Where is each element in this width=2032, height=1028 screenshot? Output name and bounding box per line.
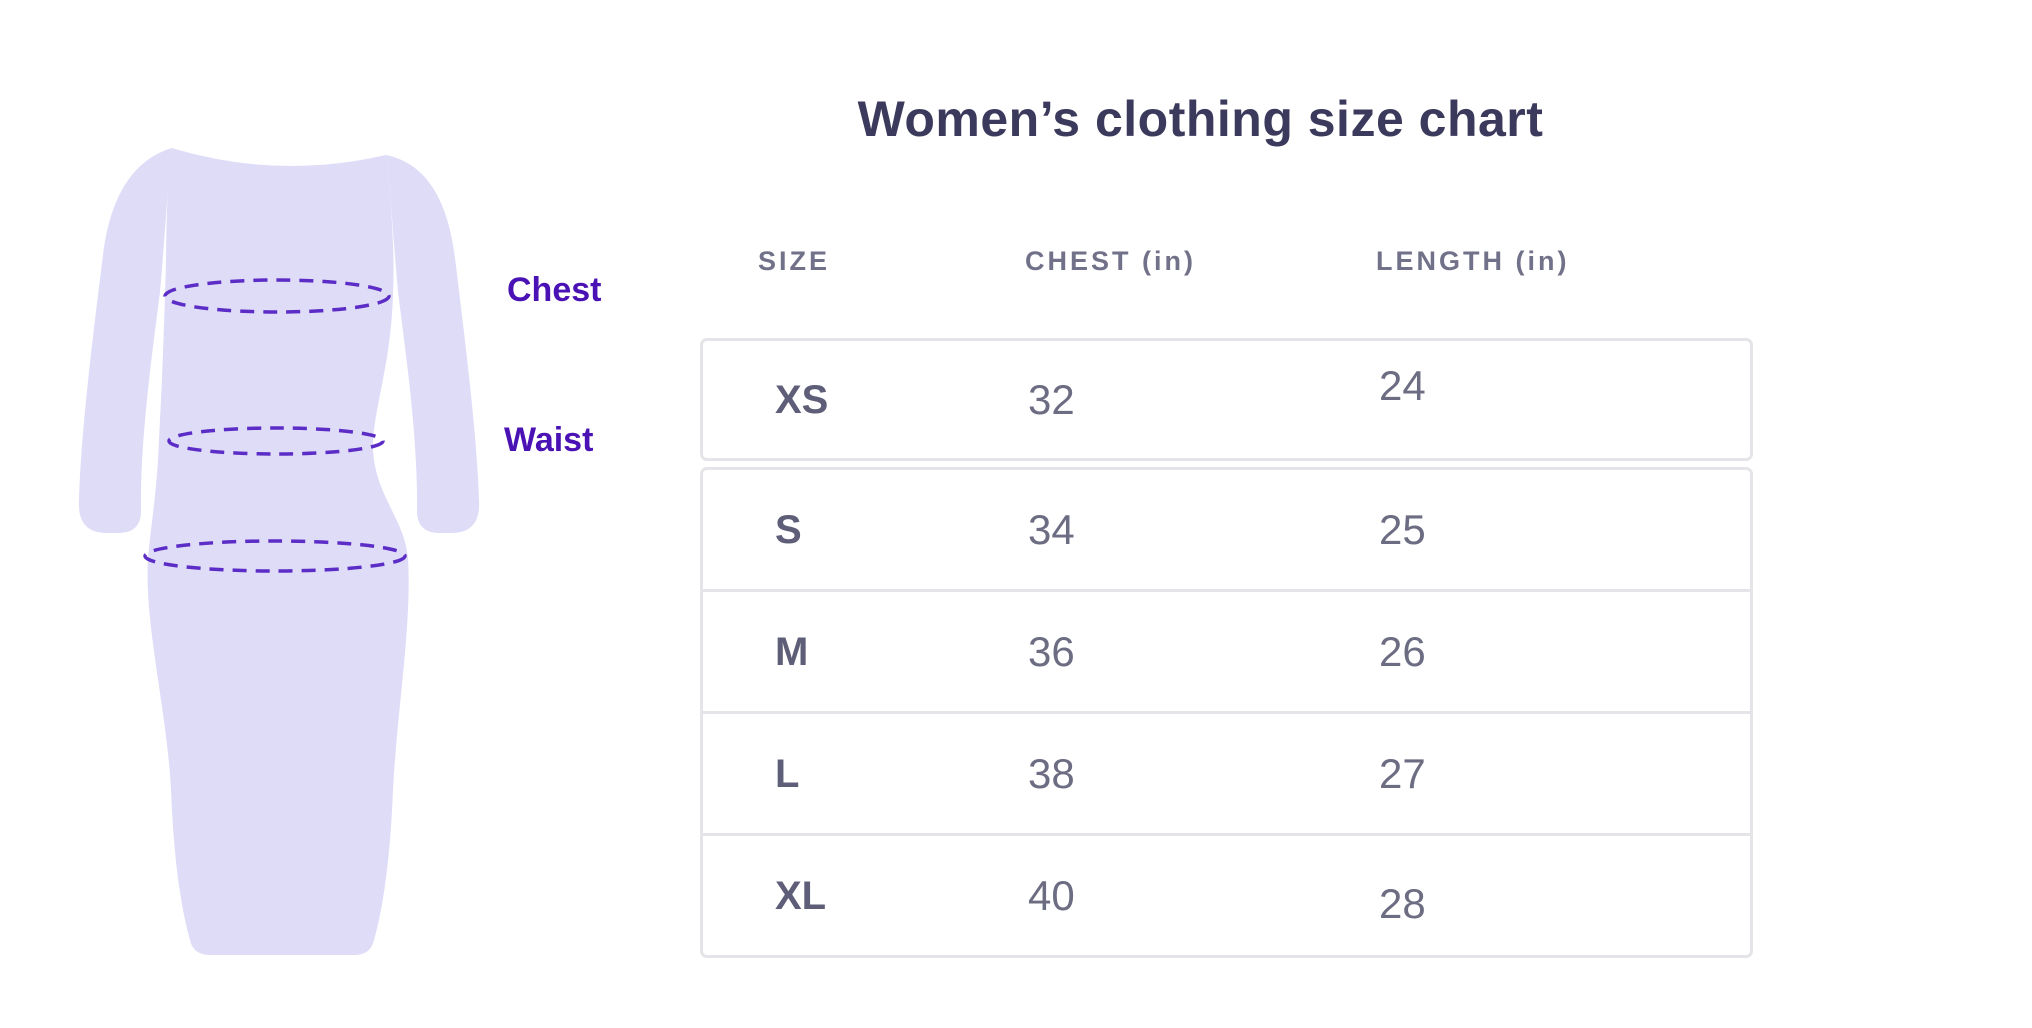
cell-chest: 34: [1028, 505, 1075, 553]
table-row: M 36 26: [703, 589, 1750, 711]
cell-size: XS: [775, 377, 829, 422]
column-header-chest: CHEST (in): [1025, 246, 1196, 276]
column-header-size: SIZE: [758, 246, 831, 276]
cell-size: L: [775, 751, 800, 796]
size-table-first-block: XS 32 24: [700, 338, 1753, 461]
cell-chest: 40: [1028, 871, 1075, 919]
dress-left-sleeve: [78, 148, 172, 534]
chest-measure-ellipse: [163, 278, 391, 314]
table-header: SIZE CHEST (in) LENGTH (in): [700, 246, 1753, 277]
cell-length: 28: [1379, 879, 1426, 927]
cell-chest: 36: [1028, 627, 1075, 675]
chest-label: Chest: [507, 271, 602, 309]
cell-length: 25: [1379, 505, 1426, 553]
table-row: XL 40 28: [703, 833, 1750, 955]
cell-length: 24: [1379, 361, 1426, 409]
dress-body: [147, 148, 409, 955]
hip-measure-ellipse: [143, 539, 407, 573]
cell-size: M: [775, 629, 809, 674]
column-header-length: LENGTH (in): [1376, 246, 1570, 276]
size-table-main-block: S 34 25 M 36 26 L 38 27 XL 40 28: [700, 467, 1753, 958]
cell-length: 26: [1379, 627, 1426, 675]
dress-illustration: [78, 148, 480, 955]
cell-chest: 38: [1028, 749, 1075, 797]
table-row: S 34 25: [703, 470, 1750, 589]
cell-size: S: [775, 507, 802, 552]
waist-label: Waist: [504, 421, 594, 459]
page-title: Women’s clothing size chart: [857, 91, 1544, 147]
cell-size: XL: [775, 873, 827, 918]
cell-chest: 32: [1028, 375, 1075, 423]
cell-length: 27: [1379, 749, 1426, 797]
table-row: XS 32 24: [703, 341, 1750, 458]
dress-right-sleeve: [386, 155, 480, 534]
table-row: L 38 27: [703, 711, 1750, 833]
waist-measure-ellipse: [167, 426, 385, 456]
